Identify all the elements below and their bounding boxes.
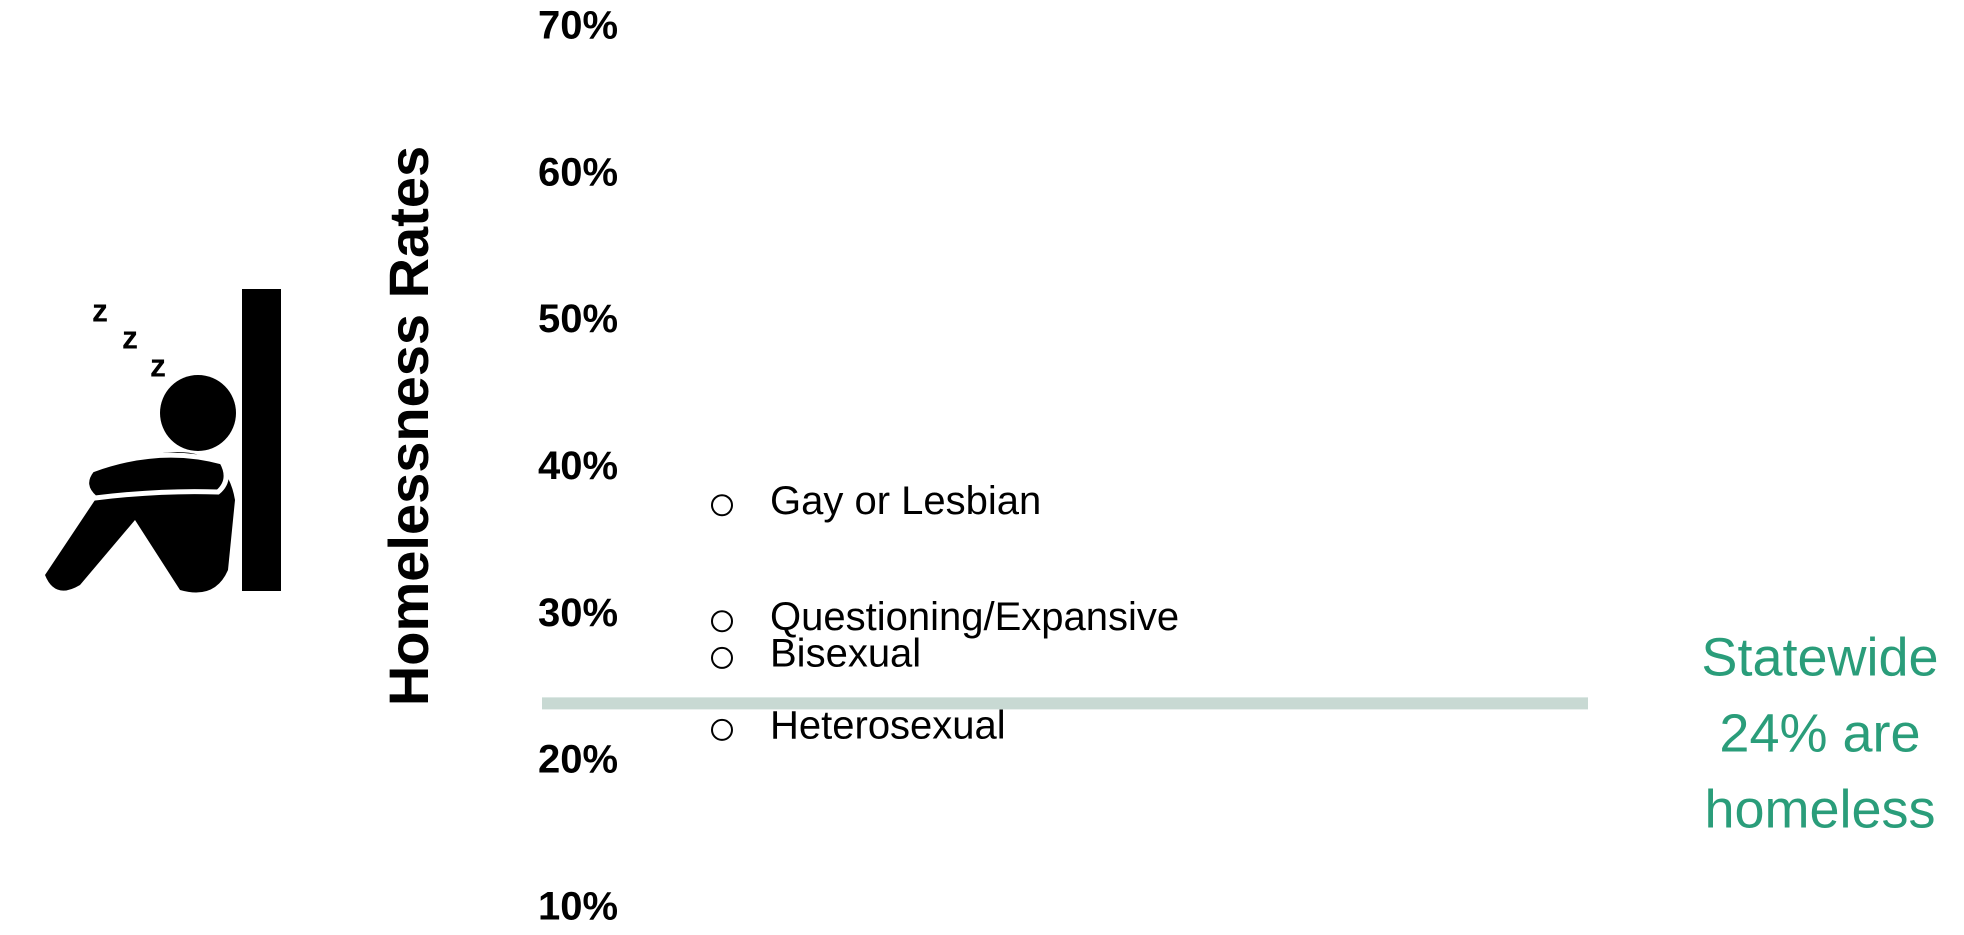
sleeping-person-icon: z z z [45,289,281,593]
y-tick-label: 70% [538,4,618,48]
y-tick-label: 10% [538,885,618,929]
point [711,718,733,741]
y-tick-label: 40% [538,444,618,488]
y-tick-label: 20% [538,738,618,782]
point [711,494,733,517]
reference-label: homeless [1704,779,1935,839]
point-label: Gay or Lesbian [770,479,1041,523]
point-label: Questioning/Expansive [770,595,1179,639]
svg-text:z: z [122,319,138,355]
point [711,646,733,669]
y-axis-label: Homelessness Rates [377,146,440,706]
point [711,610,733,633]
point-label: Heterosexual [770,703,1006,747]
y-tick-label: 30% [538,591,618,635]
reference-label: 24% are [1719,703,1920,763]
y-tick-label: 60% [538,150,618,194]
point-label: Bisexual [770,631,921,675]
y-tick-label: 50% [538,297,618,341]
svg-text:z: z [92,292,108,328]
reference-label: Statewide [1701,627,1938,687]
svg-text:z: z [150,347,166,383]
